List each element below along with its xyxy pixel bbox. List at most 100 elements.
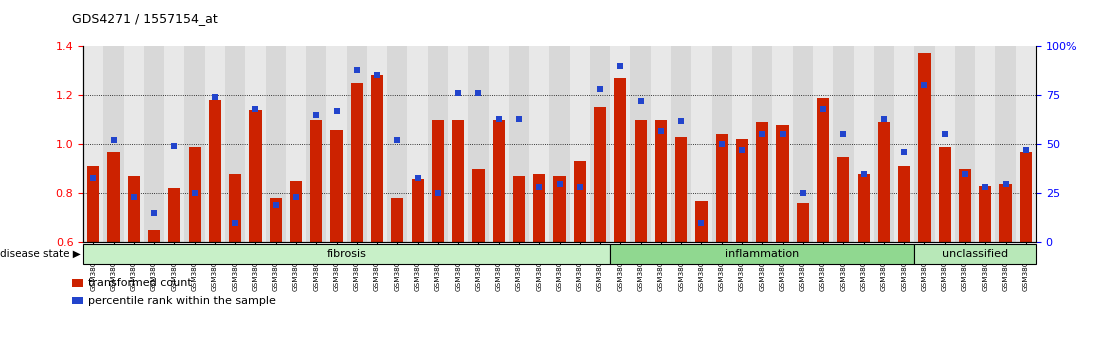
Bar — [979, 186, 992, 242]
Bar — [958, 169, 971, 242]
Bar — [469, 46, 489, 242]
Point — [712, 141, 730, 147]
Point — [165, 143, 183, 149]
Bar — [995, 46, 1016, 242]
Bar — [371, 75, 383, 242]
Point — [531, 185, 548, 190]
Bar — [611, 46, 630, 242]
Bar — [691, 46, 711, 242]
Bar — [894, 46, 914, 242]
Point — [145, 210, 163, 216]
Point — [794, 190, 812, 196]
Bar — [310, 120, 322, 242]
Point — [490, 116, 507, 121]
Bar — [448, 46, 469, 242]
Bar — [184, 46, 205, 242]
Bar — [716, 135, 728, 242]
Bar — [72, 297, 83, 304]
Bar — [554, 176, 565, 242]
Point — [612, 63, 629, 69]
Bar — [245, 46, 266, 242]
Bar — [72, 279, 83, 287]
Bar — [1016, 46, 1036, 242]
Point — [307, 112, 325, 118]
Bar — [164, 46, 184, 242]
Point — [673, 118, 690, 124]
Bar — [103, 46, 124, 242]
Point — [267, 202, 285, 208]
Bar — [88, 166, 100, 242]
Point — [409, 175, 427, 181]
Bar — [938, 147, 951, 242]
Bar — [935, 46, 955, 242]
Point — [429, 190, 447, 196]
Text: inflammation: inflammation — [725, 249, 799, 259]
Bar — [671, 46, 691, 242]
Bar — [269, 198, 281, 242]
Bar — [650, 46, 671, 242]
Bar — [408, 46, 428, 242]
Point — [834, 132, 852, 137]
Bar — [833, 46, 853, 242]
Bar — [752, 46, 772, 242]
Bar — [589, 46, 611, 242]
Bar — [472, 169, 484, 242]
Bar — [756, 122, 768, 242]
Bar — [614, 78, 626, 242]
Bar — [858, 174, 870, 242]
Bar — [955, 46, 975, 242]
Point — [976, 185, 994, 190]
Bar — [509, 46, 530, 242]
Bar — [919, 53, 931, 242]
Point — [997, 181, 1015, 186]
Bar — [229, 174, 242, 242]
Point — [875, 116, 893, 121]
Bar — [655, 120, 667, 242]
Bar — [347, 46, 367, 242]
Bar — [188, 147, 201, 242]
Point — [104, 137, 122, 143]
Point — [551, 181, 568, 186]
Bar — [225, 46, 245, 242]
Bar — [914, 244, 1036, 264]
Bar — [1019, 152, 1032, 242]
Bar — [107, 152, 120, 242]
Bar — [874, 46, 894, 242]
Point — [936, 132, 954, 137]
Bar — [711, 46, 732, 242]
Point — [247, 106, 265, 112]
Bar — [428, 46, 448, 242]
Bar — [853, 46, 874, 242]
Bar — [327, 46, 347, 242]
Point — [571, 185, 588, 190]
Point — [773, 132, 791, 137]
Bar — [127, 176, 140, 242]
Bar — [144, 46, 164, 242]
Bar — [208, 100, 220, 242]
Point — [733, 147, 751, 153]
Point — [915, 82, 933, 88]
Point — [389, 137, 407, 143]
Bar — [387, 46, 408, 242]
Bar — [286, 46, 306, 242]
Point — [1017, 147, 1035, 153]
Bar — [83, 46, 103, 242]
Bar — [83, 244, 611, 264]
Bar — [391, 198, 403, 242]
Point — [632, 98, 649, 104]
Bar — [249, 110, 261, 242]
Bar — [266, 46, 286, 242]
Bar — [489, 46, 509, 242]
Bar — [736, 139, 748, 242]
Bar — [630, 46, 650, 242]
Point — [814, 106, 832, 112]
Bar — [635, 120, 647, 242]
Bar — [792, 46, 813, 242]
Bar — [914, 46, 935, 242]
Bar — [574, 161, 586, 242]
Point — [226, 220, 244, 226]
Bar — [205, 46, 225, 242]
Bar — [411, 179, 423, 242]
Point — [206, 94, 224, 100]
Bar — [975, 46, 995, 242]
